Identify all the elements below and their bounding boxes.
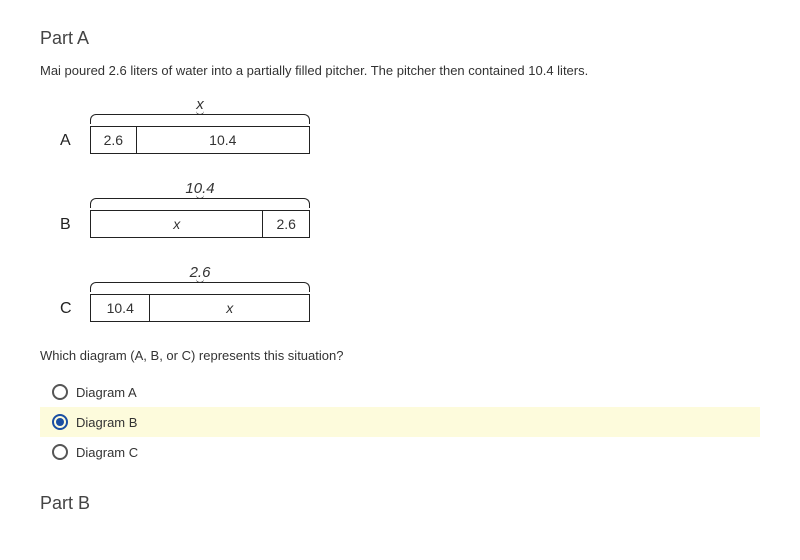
diagram-b-label: B xyxy=(60,216,90,238)
diagram-a-tape: 2.6 10.4 xyxy=(90,126,310,154)
diagram-b-seg1: x xyxy=(91,211,263,237)
diagram-c-seg1: 10.4 xyxy=(91,295,150,321)
diagram-b-tape: x 2.6 xyxy=(90,210,310,238)
diagram-c-row: C 2.6 10.4 x xyxy=(60,264,760,322)
choice-diagram-c[interactable]: Diagram C xyxy=(40,437,760,467)
diagram-c-label: C xyxy=(60,300,90,322)
part-a-title: Part A xyxy=(40,28,760,49)
diagram-a-seg1: 2.6 xyxy=(91,127,137,153)
diagram-a-row: A x 2.6 10.4 xyxy=(60,96,760,154)
choice-label: Diagram B xyxy=(76,415,137,430)
diagram-b-row: B 10.4 x 2.6 xyxy=(60,180,760,238)
part-b-title: Part B xyxy=(40,493,760,514)
part-a-question: Which diagram (A, B, or C) represents th… xyxy=(40,348,760,363)
part-a-prompt: Mai poured 2.6 liters of water into a pa… xyxy=(40,63,760,78)
diagram-a-label: A xyxy=(60,132,90,154)
choice-diagram-b[interactable]: Diagram B xyxy=(40,407,760,437)
choice-label: Diagram A xyxy=(76,385,137,400)
radio-icon xyxy=(52,384,68,400)
choice-diagram-a[interactable]: Diagram A xyxy=(40,377,760,407)
diagram-c-tape: 10.4 x xyxy=(90,294,310,322)
choice-label: Diagram C xyxy=(76,445,138,460)
diagram-b-seg2: 2.6 xyxy=(263,211,309,237)
diagram-a-seg2: 10.4 xyxy=(137,127,309,153)
diagram-c-seg2: x xyxy=(150,295,309,321)
radio-icon xyxy=(52,414,68,430)
radio-icon xyxy=(52,444,68,460)
